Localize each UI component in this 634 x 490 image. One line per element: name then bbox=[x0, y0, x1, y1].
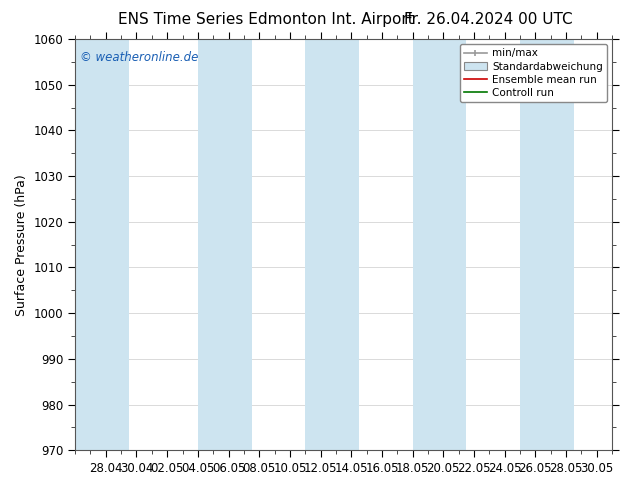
Bar bbox=[75, 39, 129, 450]
Y-axis label: Surface Pressure (hPa): Surface Pressure (hPa) bbox=[15, 174, 28, 316]
Bar bbox=[198, 39, 252, 450]
Bar bbox=[520, 39, 574, 450]
Text: Fr. 26.04.2024 00 UTC: Fr. 26.04.2024 00 UTC bbox=[404, 12, 573, 27]
Text: ENS Time Series Edmonton Int. Airport: ENS Time Series Edmonton Int. Airport bbox=[119, 12, 414, 27]
Text: © weatheronline.de: © weatheronline.de bbox=[81, 51, 199, 64]
Bar bbox=[413, 39, 467, 450]
Legend: min/max, Standardabweichung, Ensemble mean run, Controll run: min/max, Standardabweichung, Ensemble me… bbox=[460, 44, 607, 102]
Bar bbox=[305, 39, 359, 450]
